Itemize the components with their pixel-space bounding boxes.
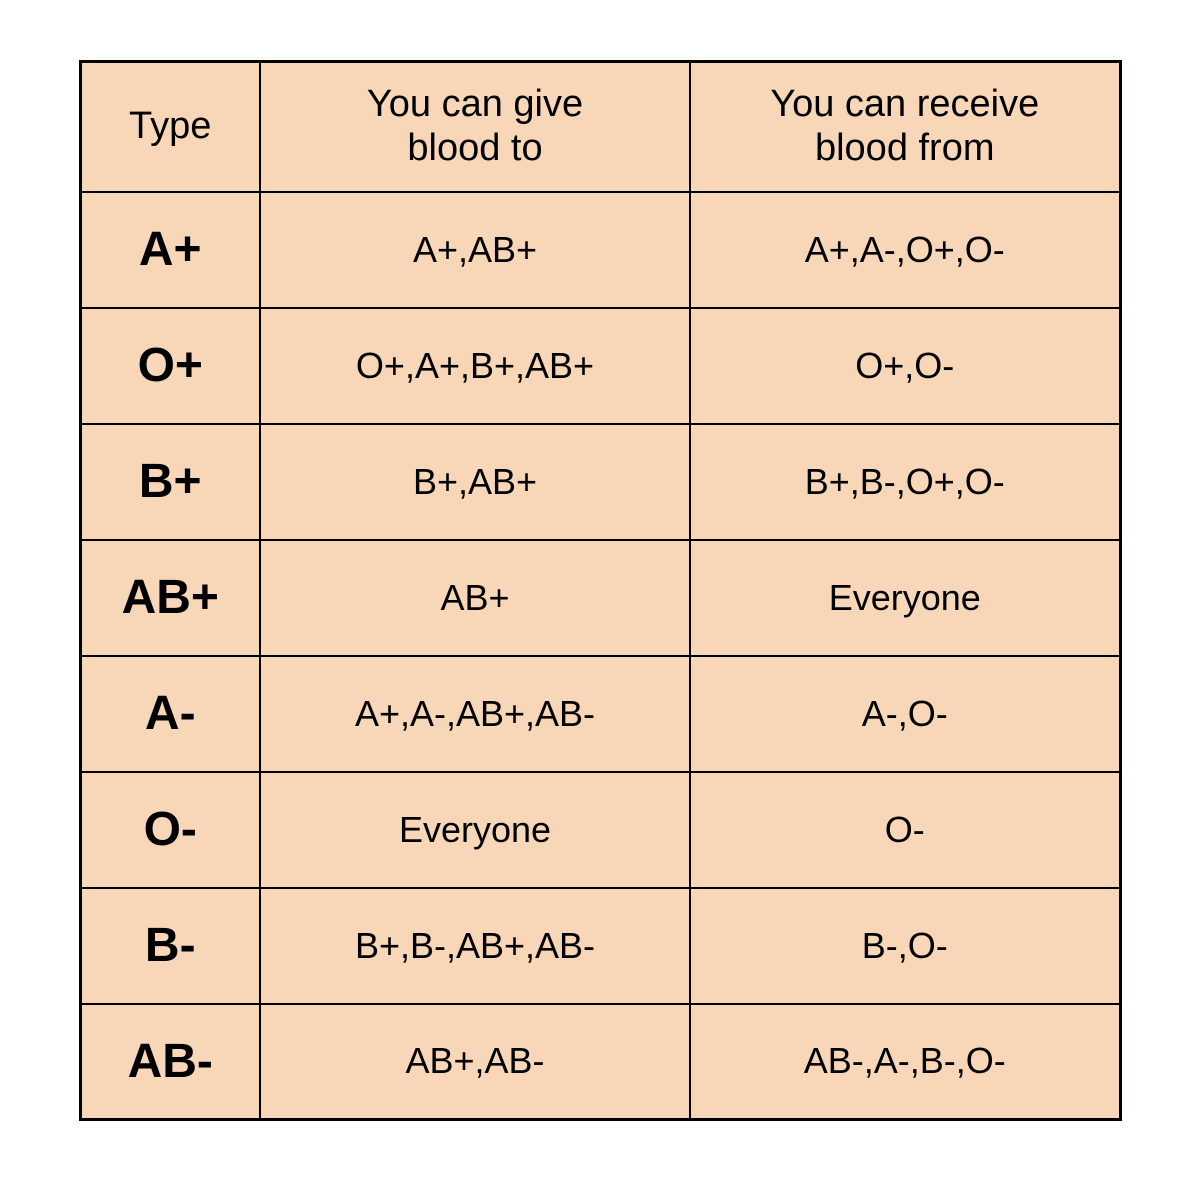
cell-receive: Everyone [690, 540, 1120, 656]
cell-receive: A-,O- [690, 656, 1120, 772]
col-header-give: You can giveblood to [260, 62, 690, 192]
cell-type: A- [80, 656, 260, 772]
cell-give: Everyone [260, 772, 690, 888]
blood-type-table: Type You can giveblood to You can receiv… [79, 60, 1122, 1121]
cell-receive: A+,A-,O+,O- [690, 192, 1120, 308]
cell-type: O- [80, 772, 260, 888]
cell-give: B+,AB+ [260, 424, 690, 540]
cell-give: O+,A+,B+,AB+ [260, 308, 690, 424]
table-row: O+ O+,A+,B+,AB+ O+,O- [80, 308, 1120, 424]
table-row: B+ B+,AB+ B+,B-,O+,O- [80, 424, 1120, 540]
col-header-receive: You can receiveblood from [690, 62, 1120, 192]
table-row: AB+ AB+ Everyone [80, 540, 1120, 656]
table-row: AB- AB+,AB- AB-,A-,B-,O- [80, 1004, 1120, 1120]
cell-give: AB+,AB- [260, 1004, 690, 1120]
cell-type: A+ [80, 192, 260, 308]
cell-give: B+,B-,AB+,AB- [260, 888, 690, 1004]
cell-receive: AB-,A-,B-,O- [690, 1004, 1120, 1120]
cell-receive: B+,B-,O+,O- [690, 424, 1120, 540]
cell-type: AB+ [80, 540, 260, 656]
cell-type: AB- [80, 1004, 260, 1120]
table-row: B- B+,B-,AB+,AB- B-,O- [80, 888, 1120, 1004]
cell-type: B+ [80, 424, 260, 540]
cell-receive: B-,O- [690, 888, 1120, 1004]
table-row: O- Everyone O- [80, 772, 1120, 888]
cell-give: A+,A-,AB+,AB- [260, 656, 690, 772]
table-row: A- A+,A-,AB+,AB- A-,O- [80, 656, 1120, 772]
cell-give: A+,AB+ [260, 192, 690, 308]
cell-give: AB+ [260, 540, 690, 656]
table-header-row: Type You can giveblood to You can receiv… [80, 62, 1120, 192]
col-header-type: Type [80, 62, 260, 192]
cell-receive: O- [690, 772, 1120, 888]
cell-type: B- [80, 888, 260, 1004]
cell-type: O+ [80, 308, 260, 424]
table-row: A+ A+,AB+ A+,A-,O+,O- [80, 192, 1120, 308]
cell-receive: O+,O- [690, 308, 1120, 424]
page-container: Type You can giveblood to You can receiv… [0, 0, 1200, 1200]
